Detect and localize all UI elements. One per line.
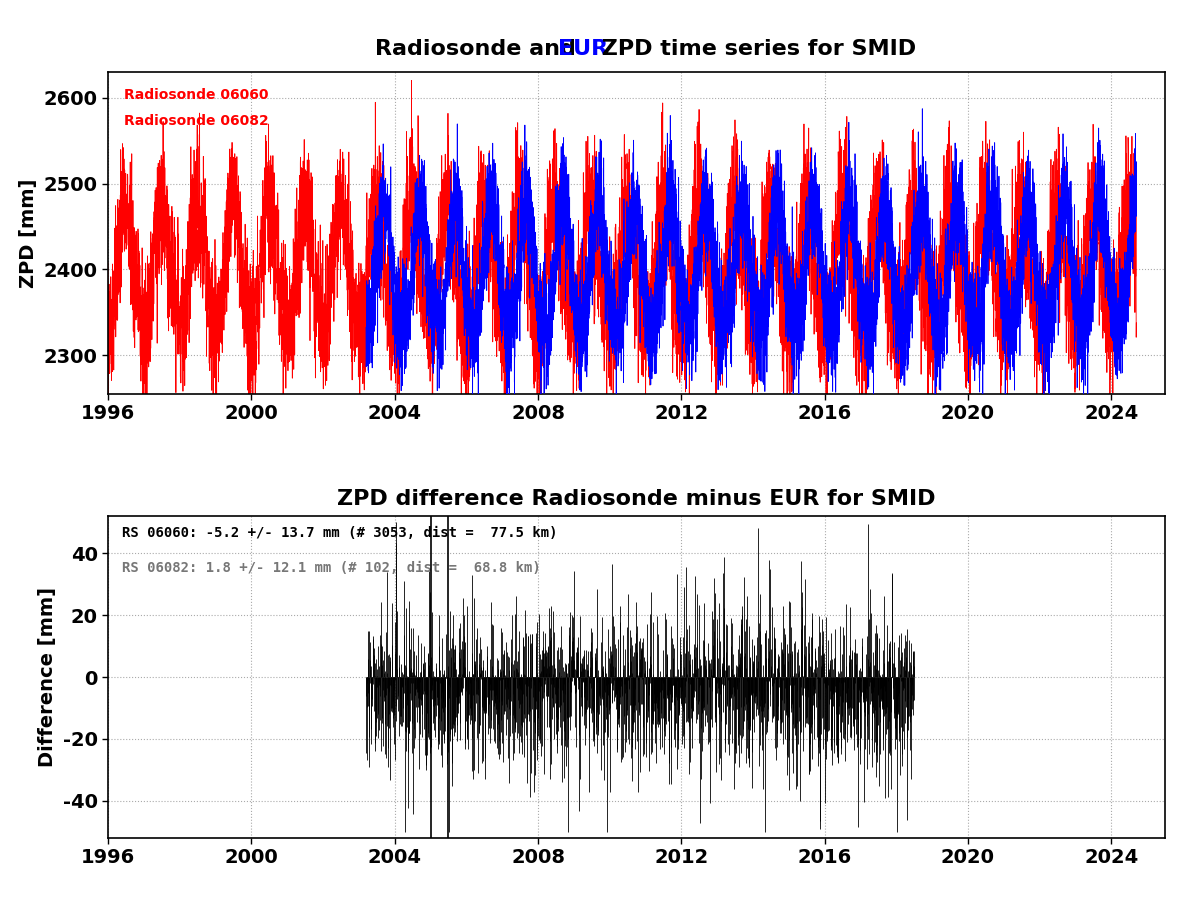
Text: Radiosonde 06060: Radiosonde 06060 xyxy=(124,88,269,102)
Text: RS 06082: 1.8 +/- 12.1 mm (# 102, dist =  68.8 km): RS 06082: 1.8 +/- 12.1 mm (# 102, dist =… xyxy=(121,561,540,575)
Text: EUR: EUR xyxy=(557,40,608,59)
Text: RS 06060: -5.2 +/- 13.7 mm (# 3053, dist =  77.5 km): RS 06060: -5.2 +/- 13.7 mm (# 3053, dist… xyxy=(121,526,557,540)
Text: Radiosonde 06082: Radiosonde 06082 xyxy=(124,114,269,128)
Title: ZPD difference Radiosonde minus EUR for SMID: ZPD difference Radiosonde minus EUR for … xyxy=(337,489,936,509)
Y-axis label: Difference [mm]: Difference [mm] xyxy=(38,587,58,767)
Text: Radiosonde and: Radiosonde and xyxy=(375,40,584,59)
Y-axis label: ZPD [mm]: ZPD [mm] xyxy=(19,178,38,287)
Text: ZPD time series for SMID: ZPD time series for SMID xyxy=(594,40,916,59)
